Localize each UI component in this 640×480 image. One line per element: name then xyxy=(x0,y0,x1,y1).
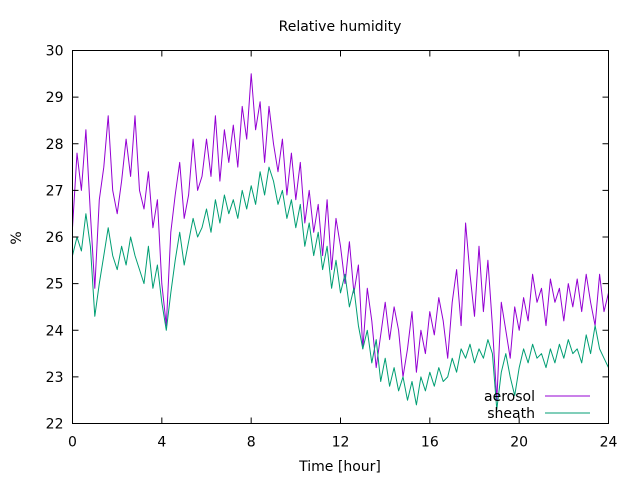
series-layer xyxy=(72,73,609,410)
y-tick-label: 24 xyxy=(46,323,64,339)
series-line-sheath xyxy=(72,166,609,410)
x-tick-label: 16 xyxy=(421,435,439,451)
chart-title: Relative humidity xyxy=(279,19,402,35)
y-tick-label: 29 xyxy=(46,90,64,106)
x-tick-label: 24 xyxy=(600,435,618,451)
x-tick-label: 12 xyxy=(332,435,350,451)
y-tick-label: 22 xyxy=(46,417,64,433)
legend-label-aerosol: aerosol xyxy=(484,389,535,405)
y-tick-label: 23 xyxy=(46,370,64,386)
x-axis: 0 4 8 12 16 20 24 xyxy=(68,50,618,451)
x-axis-label: Time [hour] xyxy=(298,459,381,475)
y-tick-label: 30 xyxy=(46,44,64,60)
x-tick-label: 4 xyxy=(157,435,166,451)
y-tick-label: 26 xyxy=(46,230,64,246)
x-tick-label: 8 xyxy=(247,435,256,451)
x-tick-label: 0 xyxy=(68,435,77,451)
y-axis: 22 23 24 25 26 27 28 29 30 xyxy=(46,44,609,433)
y-tick-label: 28 xyxy=(46,137,64,153)
y-tick-label: 27 xyxy=(46,183,64,199)
legend-label-sheath: sheath xyxy=(487,406,535,422)
plot-frame xyxy=(72,50,609,424)
y-tick-label: 25 xyxy=(46,277,64,293)
series-line-aerosol xyxy=(72,73,609,401)
x-tick-label: 20 xyxy=(510,435,528,451)
y-axis-label: % xyxy=(9,231,25,244)
